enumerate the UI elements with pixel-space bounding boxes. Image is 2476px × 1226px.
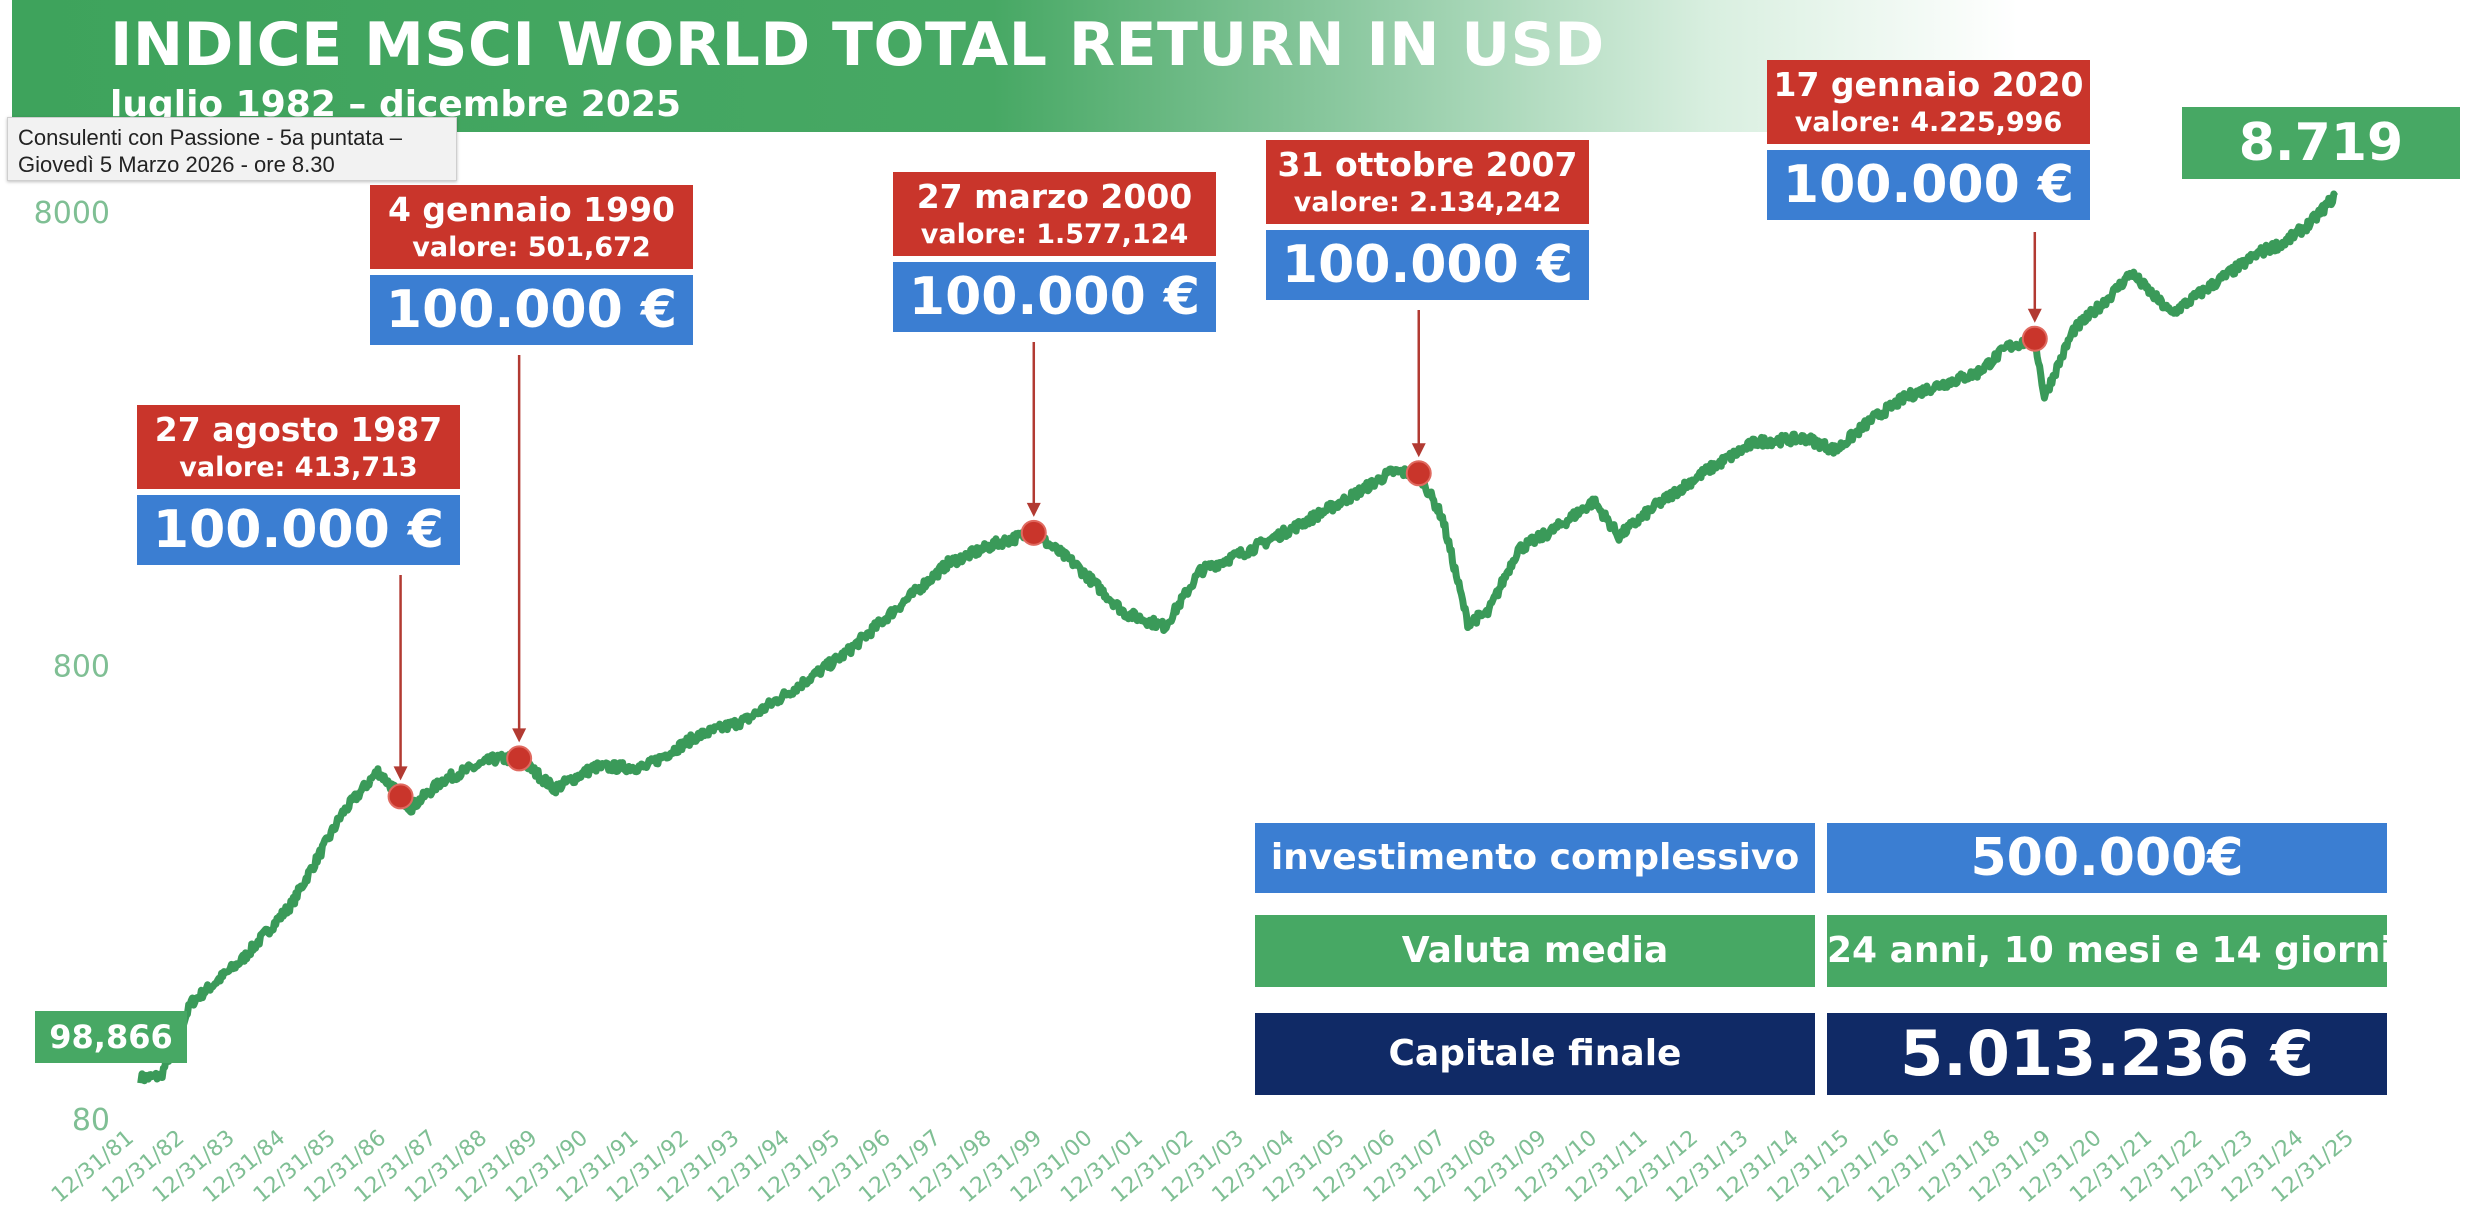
capital-label: Capitale finale [1255,1013,1815,1095]
annotation-date-box: 31 ottobre 2007 valore: 2.134,242 [1266,140,1589,224]
annotation-amount: 100.000 € [137,495,460,565]
purchase-marker [1020,519,1047,546]
purchase-marker [2021,325,2048,352]
annotation-1990: 4 gennaio 1990 valore: 501,672 100.000 € [370,185,693,345]
episode-tooltip: Consulenti con Passione - 5a puntata – G… [7,117,457,181]
valuta-label: Valuta media [1255,915,1815,987]
annotation-amount: 100.000 € [1266,230,1589,300]
annotation-amount: 100.000 € [1767,150,2090,220]
annotation-amount: 100.000 € [370,275,693,345]
annotation-date: 17 gennaio 2020 [1773,65,2084,104]
annotation-arrowhead [393,766,408,781]
annotation-value: valore: 501,672 [412,232,651,263]
annotation-value: valore: 413,713 [179,452,418,483]
marker-layer [387,325,2048,810]
y-tick-label: 8000 [34,196,110,231]
annotation-2000: 27 marzo 2000 valore: 1.577,124 100.000 … [893,172,1216,332]
purchase-marker [387,783,414,810]
purchase-marker [1405,460,1432,487]
tooltip-line-1: Consulenti con Passione - 5a puntata – [18,125,403,150]
annotation-date-box: 4 gennaio 1990 valore: 501,672 [370,185,693,269]
annotation-arrowhead [1411,443,1426,458]
tooltip-line-2: Giovedì 5 Marzo 2026 - ore 8.30 [18,152,335,177]
annotation-value: valore: 2.134,242 [1293,187,1562,218]
annotation-1987: 27 agosto 1987 valore: 413,713 100.000 € [137,405,460,565]
x-axis: 12/31/8112/31/8212/31/8312/31/8412/31/85… [47,1125,2359,1208]
y-tick-label: 800 [53,650,110,685]
annotation-value: valore: 4.225,996 [1794,107,2063,138]
arrow-layer [393,232,2042,781]
annotation-date: 27 marzo 2000 [916,177,1193,216]
investment-label: investimento complessivo [1255,823,1815,893]
investment-value: 500.000€ [1827,823,2387,893]
annotation-date-box: 17 gennaio 2020 valore: 4.225,996 [1767,60,2090,144]
annotation-arrowhead [2027,308,2042,323]
final-value-badge: 8.719 [2182,107,2460,179]
annotation-date: 4 gennaio 1990 [387,190,676,229]
annotation-amount: 100.000 € [893,262,1216,332]
y-tick-label: 80 [72,1103,110,1138]
annotation-2007: 31 ottobre 2007 valore: 2.134,242 100.00… [1266,140,1589,300]
annotation-arrowhead [512,728,527,743]
annotation-2020: 17 gennaio 2020 valore: 4.225,996 100.00… [1767,60,2090,220]
start-value-badge: 98,866 [35,1011,187,1063]
chart-title: INDICE MSCI WORLD TOTAL RETURN IN USD [110,10,1605,80]
annotation-date: 31 ottobre 2007 [1277,145,1578,184]
capital-value: 5.013.236 € [1827,1013,2387,1095]
y-axis: 80 800 8000 [34,196,110,1138]
annotation-arrowhead [1026,502,1041,517]
valuta-value: 24 anni, 10 mesi e 14 giorni [1827,915,2393,987]
purchase-marker [506,745,533,772]
annotation-date-box: 27 marzo 2000 valore: 1.577,124 [893,172,1216,256]
annotation-date: 27 agosto 1987 [154,410,443,449]
annotation-value: valore: 1.577,124 [920,219,1189,250]
annotation-date-box: 27 agosto 1987 valore: 413,713 [137,405,460,489]
